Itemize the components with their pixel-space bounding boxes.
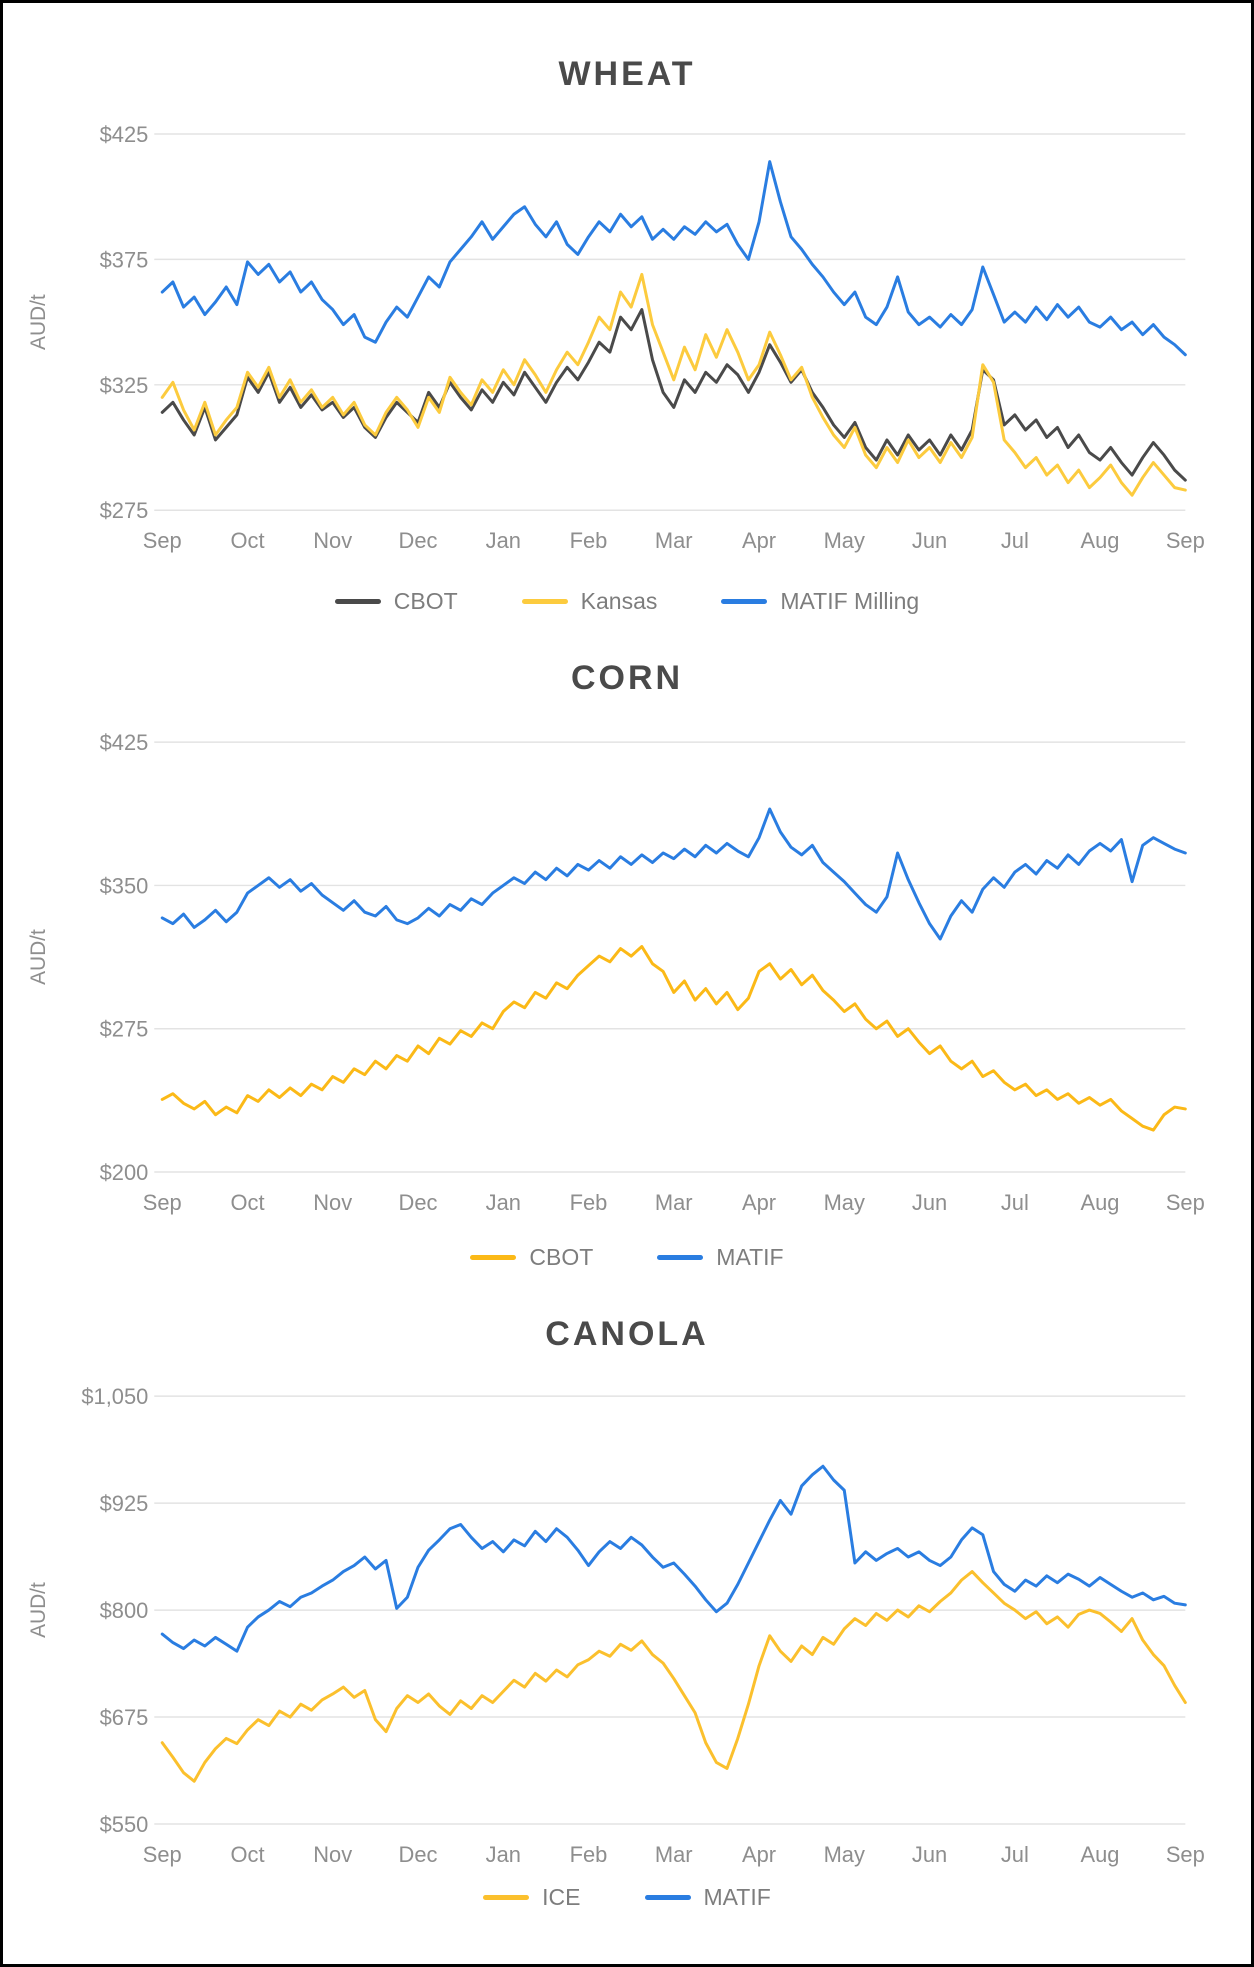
legend-swatch-cbot: [334, 599, 381, 604]
legend-swatch-matif: [644, 1895, 691, 1900]
legend-label-ice: ICE: [542, 1884, 581, 1910]
x-axis-tick-label: Sep: [1166, 528, 1205, 553]
x-axis-tick-label: Jul: [1001, 528, 1029, 553]
wheat-plot-area: $275 $325 $375 $425 AUD/t Sep Oct Nov Dec Jan Feb M…: [27, 122, 1205, 553]
corn-legend: CBOT MATIF: [3, 1244, 1251, 1271]
x-axis-tick-label: May: [824, 1190, 865, 1215]
matif-milling-series-line: [160, 160, 1187, 357]
x-axis-tick-label: Nov: [313, 1190, 352, 1215]
matif-series-line: [160, 807, 1187, 941]
corn-plot-area: $200 $275 $350 $425 AUD/t Sep Oct Nov Dec Jan Feb M…: [27, 730, 1205, 1215]
y-axis-tick-label: $425: [100, 122, 149, 147]
x-axis-tick-label: Oct: [231, 528, 265, 553]
x-axis-tick-label: Sep: [143, 528, 182, 553]
x-axis-tick-label: Apr: [742, 1190, 776, 1215]
canola-chart: $550 $675 $800 $925 $1,050 AUD/t Sep Oct Nov Dec J…: [3, 1372, 1251, 1876]
x-axis-tick-label: Jul: [1001, 1190, 1029, 1215]
corn-chart-title: CORN: [570, 659, 684, 697]
x-axis-tick-label: Aug: [1081, 1190, 1120, 1215]
x-axis-tick-label: Oct: [231, 1842, 265, 1867]
x-axis-tick-label: May: [824, 528, 865, 553]
legend-item-cbot: CBOT: [470, 1244, 593, 1271]
x-axis-tick-label: Sep: [1166, 1190, 1205, 1215]
x-axis-tick-label: Jun: [912, 1842, 947, 1867]
legend-label-cbot: CBOT: [393, 588, 458, 614]
canola-chart-section: CANOLA $550 $675 $800 $925 $1,050 AUD/t Sep Oct…: [3, 1315, 1251, 1911]
x-axis-tick-label: Mar: [655, 1190, 693, 1215]
wheat-legend: CBOT Kansas MATIF Milling: [3, 588, 1251, 615]
x-axis-tick-label: Jan: [486, 528, 521, 553]
legend-swatch-ice: [483, 1895, 530, 1900]
x-axis-tick-label: Sep: [143, 1842, 182, 1867]
x-axis-tick-label: Oct: [231, 1190, 265, 1215]
x-axis-tick-label: Apr: [742, 528, 776, 553]
cbot-series-line: [160, 945, 1187, 1132]
y-axis-tick-label: $200: [100, 1160, 149, 1185]
wheat-chart-section: WHEAT $275 $325 $375 $425 AUD/t Sep Oct Nov Dec J…: [3, 55, 1251, 615]
x-axis-tick-label: Feb: [570, 1190, 608, 1215]
legend-label-kansas: Kansas: [580, 588, 658, 614]
corn-chart: $200 $275 $350 $425 AUD/t Sep Oct Nov Dec Jan Feb M…: [3, 716, 1251, 1236]
y-axis-tick-label: $675: [100, 1705, 149, 1730]
legend-swatch-kansas: [521, 599, 568, 604]
x-axis-tick-label: Feb: [570, 528, 608, 553]
legend-item-cbot: CBOT: [334, 588, 458, 615]
y-axis-title: AUD/t: [27, 929, 50, 985]
legend-item-kansas: Kansas: [521, 588, 658, 615]
y-axis-tick-label: $350: [100, 873, 149, 898]
y-axis-title: AUD/t: [27, 1582, 50, 1638]
legend-label-cbot: CBOT: [529, 1244, 594, 1270]
legend-label-matif-milling: MATIF Milling: [780, 588, 920, 614]
y-axis-tick-label: $800: [100, 1598, 149, 1623]
x-axis-tick-label: Jul: [1001, 1842, 1029, 1867]
x-axis-tick-label: Jan: [486, 1190, 521, 1215]
corn-chart-section: CORN $200 $275 $350 $425 AUD/t Sep Oct Nov Dec Ja…: [3, 659, 1251, 1271]
x-axis-tick-label: Jun: [912, 528, 947, 553]
canola-plot-area: $550 $675 $800 $925 $1,050 AUD/t Sep Oct Nov Dec J…: [27, 1384, 1205, 1867]
legend-label-matif: MATIF: [703, 1884, 771, 1910]
wheat-chart: $275 $325 $375 $425 AUD/t Sep Oct Nov Dec Jan Feb M…: [3, 112, 1251, 580]
x-axis-tick-label: Sep: [143, 1190, 182, 1215]
x-axis-tick-label: Nov: [313, 528, 352, 553]
legend-item-ice: ICE: [483, 1884, 581, 1911]
legend-swatch-matif-milling: [721, 599, 768, 604]
y-axis-tick-label: $425: [100, 730, 149, 755]
legend-swatch-matif: [657, 1255, 704, 1260]
y-axis-tick-label: $325: [100, 373, 149, 398]
wheat-chart-title: WHEAT: [558, 55, 696, 93]
legend-label-matif: MATIF: [716, 1244, 784, 1270]
x-axis-tick-label: Dec: [399, 1190, 438, 1215]
kansas-series-line: [160, 272, 1187, 497]
y-axis-tick-label: $1,050: [81, 1384, 148, 1409]
y-axis-tick-label: $550: [100, 1812, 149, 1837]
x-axis-tick-label: Apr: [742, 1842, 776, 1867]
y-axis-tick-label: $925: [100, 1491, 149, 1516]
x-axis-tick-label: Feb: [570, 1842, 608, 1867]
y-axis-title: AUD/t: [27, 294, 50, 350]
x-axis-tick-label: Mar: [655, 1842, 693, 1867]
x-axis-tick-label: Nov: [313, 1842, 352, 1867]
legend-item-matif: MATIF: [657, 1244, 784, 1271]
ice-series-line: [160, 1570, 1187, 1783]
y-axis-tick-label: $275: [100, 498, 149, 523]
matif-series-line: [160, 1464, 1187, 1653]
x-axis-tick-label: Jun: [912, 1190, 947, 1215]
x-axis-tick-label: Aug: [1081, 528, 1120, 553]
canola-chart-title: CANOLA: [545, 1315, 709, 1353]
x-axis-tick-label: Dec: [399, 1842, 438, 1867]
x-axis-tick-label: May: [824, 1842, 865, 1867]
x-axis-tick-label: Mar: [655, 528, 693, 553]
x-axis-tick-label: Aug: [1081, 1842, 1120, 1867]
canola-legend: ICE MATIF: [3, 1884, 1251, 1911]
y-axis-tick-label: $275: [100, 1017, 149, 1042]
legend-item-matif: MATIF: [644, 1884, 771, 1911]
x-axis-tick-label: Jan: [486, 1842, 521, 1867]
x-axis-tick-label: Sep: [1166, 1842, 1205, 1867]
legend-item-matif-milling: MATIF Milling: [721, 588, 919, 615]
x-axis-tick-label: Dec: [399, 528, 438, 553]
y-axis-tick-label: $375: [100, 247, 149, 272]
legend-swatch-cbot: [470, 1255, 517, 1260]
cbot-series-line: [160, 308, 1187, 482]
